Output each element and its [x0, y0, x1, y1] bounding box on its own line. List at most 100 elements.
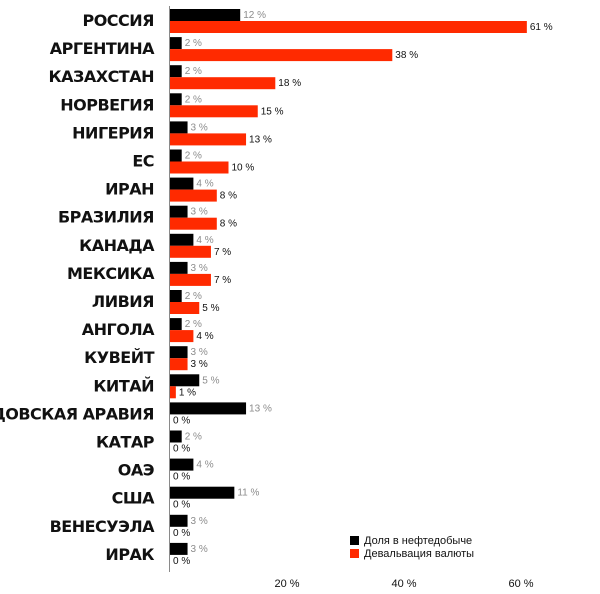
- bar-oil-share: [170, 458, 194, 471]
- data-label-oil-share: 2 %: [185, 94, 202, 105]
- data-label-oil-share: 3 %: [191, 122, 208, 133]
- data-label-devaluation: 0 %: [173, 444, 190, 455]
- category-label: АНГОЛА: [82, 320, 155, 339]
- bar-devaluation: [170, 358, 188, 371]
- bar-devaluation: [170, 245, 211, 258]
- bar-devaluation: [170, 386, 176, 399]
- bar-devaluation: [170, 189, 217, 202]
- data-label-oil-share: 4 %: [196, 179, 213, 190]
- category-label: КАЗАХСТАН: [49, 67, 154, 86]
- data-label-oil-share: 3 %: [191, 263, 208, 274]
- category-label: ЕС: [132, 152, 154, 171]
- data-label-oil-share: 12 %: [243, 10, 266, 21]
- bar-devaluation: [170, 273, 211, 286]
- data-label-devaluation: 38 %: [395, 50, 418, 61]
- bar-oil-share: [170, 290, 182, 302]
- bar-oil-share: [170, 514, 188, 527]
- data-label-devaluation: 8 %: [220, 191, 237, 202]
- category-label: МЕКСИКА: [67, 264, 155, 283]
- bar-oil-share: [170, 233, 194, 246]
- data-label-devaluation: 0 %: [173, 415, 190, 426]
- data-label-devaluation: 7 %: [214, 275, 231, 286]
- data-label-devaluation: 15 %: [261, 106, 284, 117]
- data-label-devaluation: 0 %: [173, 500, 190, 511]
- data-label-oil-share: 3 %: [191, 544, 208, 555]
- bar-oil-share: [170, 37, 182, 50]
- data-label-oil-share: 2 %: [185, 291, 202, 302]
- data-label-oil-share: 4 %: [196, 235, 213, 246]
- legend-swatch-devaluation: [350, 549, 359, 558]
- data-label-oil-share: 2 %: [185, 66, 202, 77]
- data-label-oil-share: 11 %: [237, 488, 259, 499]
- bar-devaluation: [170, 330, 194, 343]
- data-label-devaluation: 4 %: [196, 331, 213, 342]
- data-label-oil-share: 2 %: [185, 38, 202, 49]
- category-label: БРАЗИЛИЯ: [58, 208, 154, 227]
- data-label-devaluation: 10 %: [232, 163, 255, 174]
- legend: Доля в нефтедобыче Девальвация валюты: [350, 535, 474, 560]
- bar-devaluation: [170, 77, 276, 90]
- data-label-devaluation: 0 %: [173, 556, 190, 567]
- bar-oil-share: [170, 542, 188, 555]
- data-label-devaluation: 61 %: [530, 22, 553, 33]
- data-label-devaluation: 8 %: [220, 219, 237, 230]
- category-label: ВЕНЕСУЭЛА: [50, 517, 156, 536]
- bar-oil-share: [170, 318, 182, 331]
- category-label: КАТАР: [96, 433, 155, 452]
- bar-oil-share: [170, 65, 182, 78]
- legend-label-devaluation: Девальвация валюты: [364, 548, 474, 560]
- data-label-devaluation: 0 %: [173, 472, 190, 483]
- bar-oil-share: [170, 121, 188, 134]
- bar-oil-share: [170, 93, 182, 106]
- x-ticks-group: 20 % 40 % 60 %: [274, 578, 533, 590]
- data-label-devaluation: 5 %: [202, 303, 219, 314]
- category-label: ЛИВИЯ: [92, 292, 154, 311]
- category-label: НИГЕРИЯ: [72, 123, 154, 142]
- category-label: САУДОВСКАЯ АРАВИЯ: [0, 404, 154, 423]
- bar-oil-share: [170, 402, 247, 415]
- category-label: КИТАЙ: [93, 376, 154, 395]
- data-label-devaluation: 13 %: [249, 134, 272, 145]
- category-label: КАНАДА: [79, 236, 155, 255]
- category-label: США: [112, 489, 156, 508]
- bar-oil-share: [170, 374, 200, 387]
- bar-devaluation: [170, 161, 229, 174]
- bar-devaluation: [170, 49, 393, 62]
- data-label-oil-share: 2 %: [185, 319, 202, 330]
- bar-oil-share: [170, 205, 188, 218]
- data-label-oil-share: 13 %: [249, 403, 272, 414]
- bar-oil-share: [170, 486, 235, 499]
- bar-devaluation: [170, 105, 258, 118]
- data-label-devaluation: 18 %: [278, 78, 301, 89]
- category-label: РОССИЯ: [82, 11, 154, 30]
- data-label-devaluation: 7 %: [214, 247, 231, 258]
- x-tick-label: 20 %: [274, 578, 299, 590]
- bar-devaluation: [170, 217, 217, 230]
- data-label-oil-share: 2 %: [185, 151, 202, 162]
- bar-oil-share: [170, 430, 182, 443]
- bars-group: РОССИЯ 12 % 61 % АРГЕНТИНА 2 % 38 % КАЗАХСТАН 2…: [0, 9, 553, 567]
- bar-devaluation: [170, 21, 527, 33]
- category-label: ИРАН: [105, 180, 154, 199]
- x-tick-label: 40 %: [391, 578, 416, 590]
- category-label: НОРВЕГИЯ: [60, 95, 154, 114]
- data-label-oil-share: 4 %: [196, 460, 213, 471]
- category-label: ИРАК: [105, 545, 154, 564]
- data-label-oil-share: 3 %: [191, 347, 208, 358]
- bar-oil-share: [170, 177, 194, 190]
- data-label-devaluation: 0 %: [173, 528, 190, 539]
- data-label-oil-share: 3 %: [191, 516, 208, 527]
- legend-swatch-share: [350, 536, 359, 545]
- data-label-oil-share: 5 %: [202, 375, 219, 386]
- bar-oil-share: [170, 261, 188, 274]
- data-label-devaluation: 1 %: [179, 387, 196, 398]
- category-label: КУВЕЙТ: [84, 348, 154, 367]
- bar-oil-share: [170, 9, 241, 21]
- data-label-devaluation: 3 %: [191, 359, 208, 370]
- legend-label-share: Доля в нефтедобыче: [364, 535, 472, 547]
- bar-oil-share: [170, 149, 182, 162]
- data-label-oil-share: 3 %: [191, 207, 208, 218]
- category-label: ОАЭ: [118, 461, 154, 480]
- bar-oil-share: [170, 346, 188, 359]
